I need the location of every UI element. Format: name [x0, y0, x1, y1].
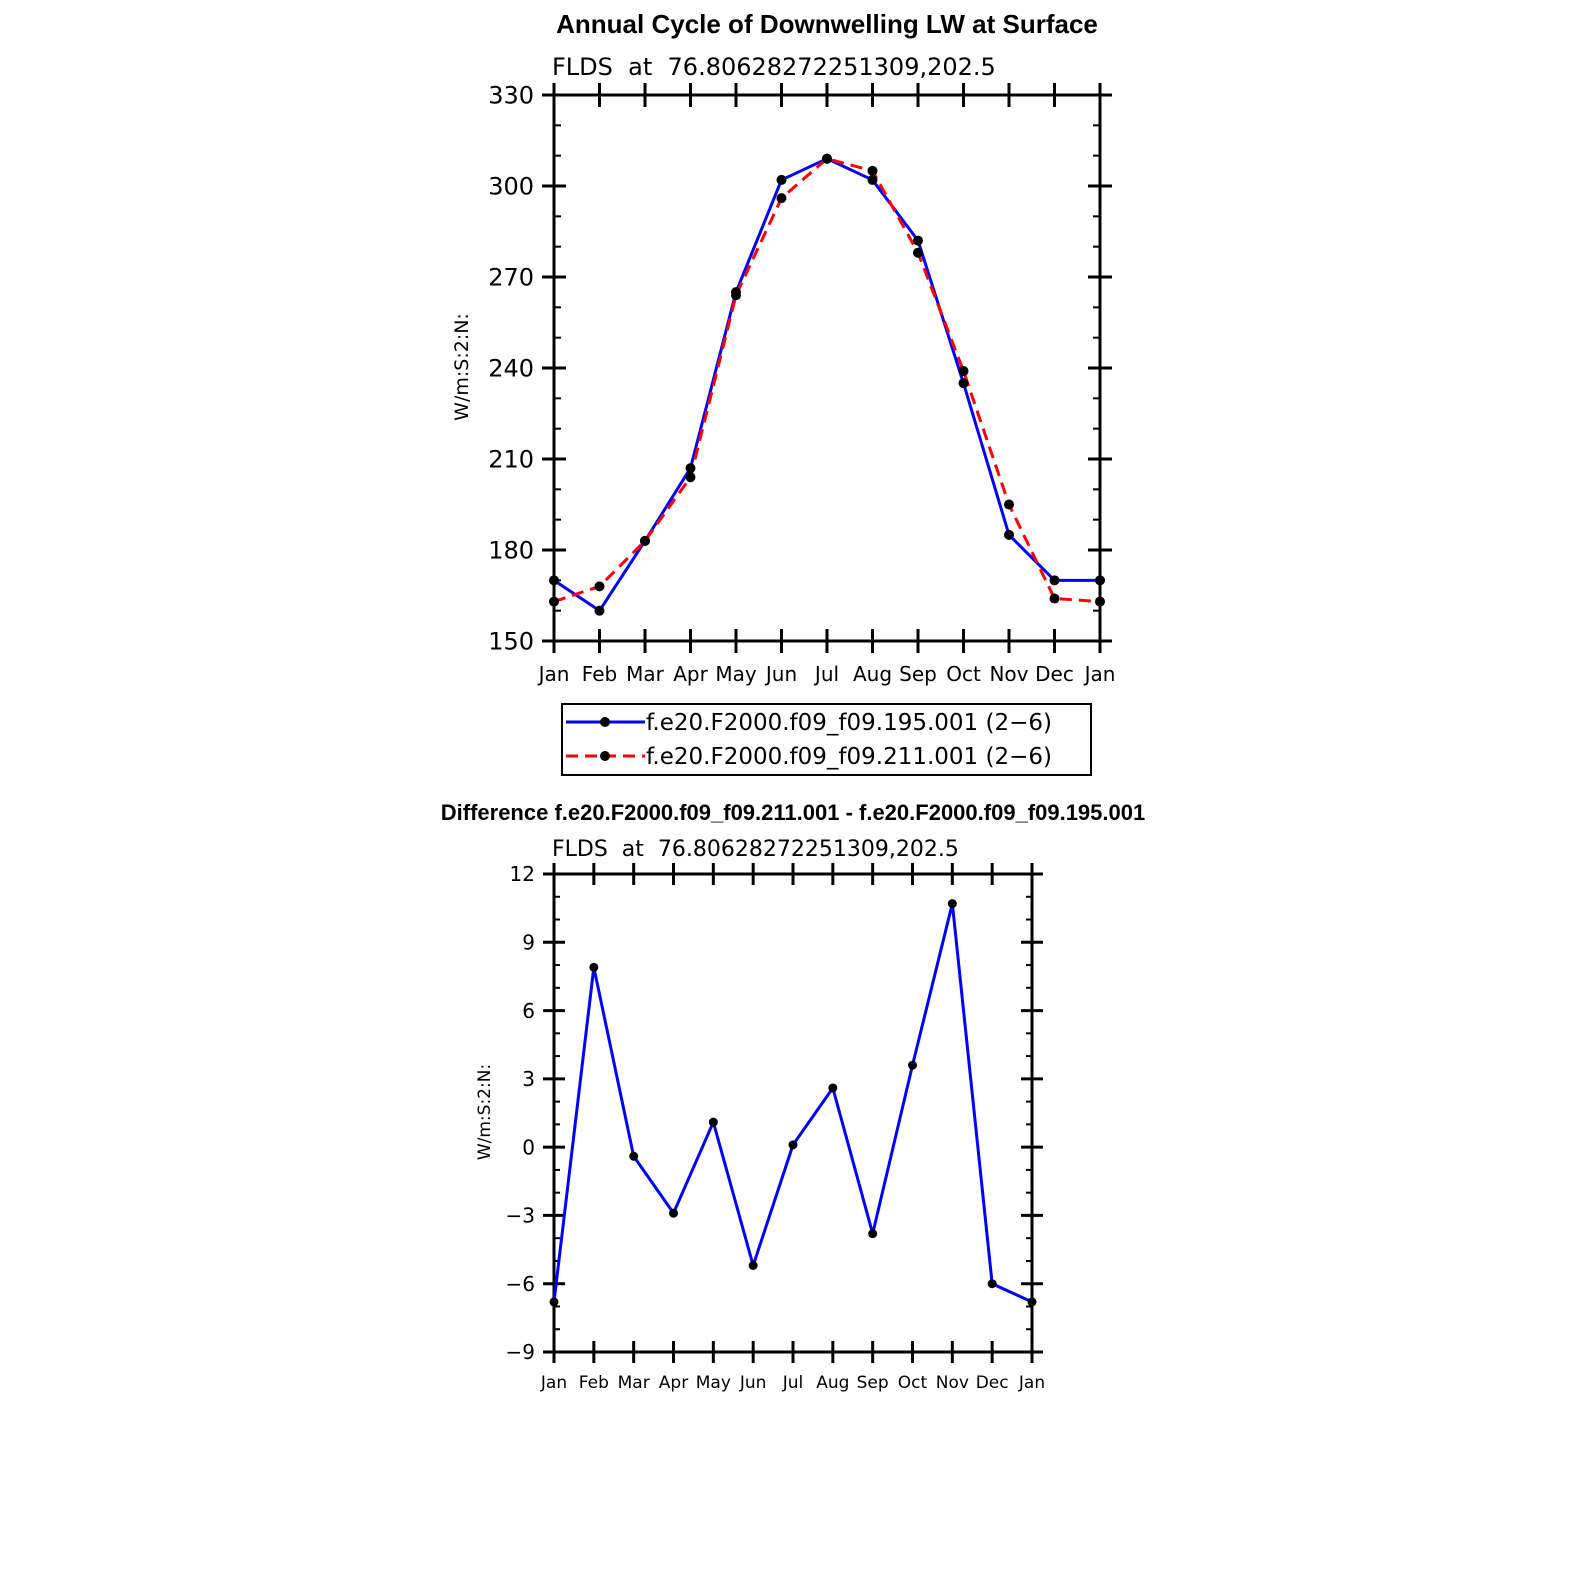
x-tick-label: Mar: [618, 1373, 650, 1393]
y-tick-label: 180: [488, 537, 534, 565]
series-2-point: [549, 596, 559, 607]
series-2-point: [958, 366, 969, 377]
series-line-2: [553, 157, 1101, 604]
y-tick-label: −3: [506, 1204, 535, 1228]
series-1-point: [908, 1060, 917, 1070]
y-tick-label: 3: [522, 1067, 535, 1091]
series-1-point: [1004, 529, 1014, 540]
y-tick-label: −9: [506, 1340, 535, 1364]
series-line-1: [553, 157, 1100, 613]
y-tick-label: 240: [488, 355, 534, 383]
series-1-point: [1049, 575, 1060, 586]
chart2-ylabel: W/m:S:2:N:: [475, 1064, 495, 1160]
x-tick-label: Jun: [764, 662, 797, 686]
x-tick-label: Dec: [1035, 662, 1074, 686]
x-tick-label: Sep: [857, 1373, 889, 1393]
x-tick-label: Jul: [782, 1373, 804, 1393]
series-1-point: [589, 962, 599, 972]
chart1-legend: f.e20.F2000.f09_f09.195.001 (2−6) f.e20.F…: [561, 703, 1092, 776]
chart2-subtitle: FLDS at 76.80628272251309,202.5: [552, 837, 959, 862]
x-tick-label: Jan: [1083, 662, 1116, 686]
series-1-point: [867, 174, 878, 185]
legend-marker-1: [600, 717, 610, 727]
x-tick-label: Nov: [936, 1373, 969, 1393]
x-tick-label: Aug: [853, 662, 892, 686]
series-2-point: [776, 193, 787, 204]
y-tick-label: 0: [522, 1135, 535, 1159]
series-2-point: [640, 535, 650, 546]
series-2-point: [913, 247, 923, 258]
x-tick-label: Aug: [816, 1373, 849, 1393]
legend-label-2: f.e20.F2000.f09_f09.211.001 (2−6): [646, 744, 1052, 770]
x-tick-label: Oct: [946, 662, 981, 686]
series-1-point: [1027, 1297, 1037, 1307]
y-tick-label: 150: [488, 628, 534, 656]
series-1-point: [913, 235, 923, 246]
series-1-point: [788, 1140, 798, 1150]
series-2-point: [867, 165, 878, 176]
x-tick-label: Nov: [989, 662, 1028, 686]
x-tick-label: May: [696, 1373, 731, 1393]
series-1-point: [987, 1279, 997, 1289]
series-2-point: [1004, 499, 1014, 510]
chart1-subtitle: FLDS at 76.80628272251309,202.5: [552, 53, 996, 81]
legend-marker-2: [600, 751, 610, 761]
x-tick-label: Feb: [579, 1373, 609, 1393]
chart1-frame: [552, 93, 1102, 643]
series-1-point: [1095, 575, 1105, 586]
series-1-point: [549, 575, 559, 586]
x-tick-label: Dec: [976, 1373, 1009, 1393]
x-tick-label: Feb: [582, 662, 617, 686]
series-1-point: [868, 1229, 878, 1239]
series-1-point: [669, 1208, 678, 1218]
series-1-point: [549, 1297, 559, 1307]
legend-label-1: f.e20.F2000.f09_f09.195.001 (2−6): [646, 710, 1052, 736]
chart1-title: Annual Cycle of Downwelling LW at Surfac…: [556, 9, 1098, 39]
chart1-ylabel: W/m:S:2:N:: [451, 313, 473, 421]
y-tick-label: 12: [510, 862, 535, 886]
chart1-plot: 150 180 210 240 270 300 330 Jan Feb Mar Apr May Jun J…: [488, 82, 1115, 686]
series-1-point: [594, 605, 605, 616]
y-tick-label: 210: [488, 446, 534, 474]
series-1-point: [708, 1117, 718, 1127]
x-tick-label: Jan: [540, 1373, 567, 1393]
series-1-point: [776, 174, 787, 185]
y-tick-label: 9: [522, 930, 535, 954]
series-2-point: [1095, 596, 1105, 607]
y-tick-label: 270: [488, 264, 534, 292]
x-tick-label: Jun: [739, 1373, 767, 1393]
y-tick-label: 300: [488, 173, 534, 201]
x-tick-label: Oct: [898, 1373, 928, 1393]
series-1-point: [748, 1261, 758, 1271]
x-tick-label: Jan: [537, 662, 570, 686]
x-tick-label: Mar: [626, 662, 665, 686]
chart2-plot: −9 −6 −3 0 3 6 9 12 Jan Feb Mar Apr May Jun Jul Aug Sep O…: [506, 862, 1046, 1393]
series-2-point: [731, 290, 741, 301]
x-tick-label: Jan: [1018, 1373, 1045, 1393]
x-tick-label: Apr: [659, 1373, 688, 1393]
series-2-point: [822, 153, 832, 164]
series-line-1: [552, 902, 1033, 1304]
legend-box: [561, 703, 1092, 776]
series-1-point: [958, 378, 969, 389]
series-2-point: [594, 581, 605, 592]
series-1-point: [685, 463, 696, 474]
series-2-point: [685, 472, 696, 483]
series-1-point: [947, 899, 957, 909]
y-tick-label: 330: [488, 82, 534, 110]
x-tick-label: Jul: [813, 662, 839, 686]
y-tick-label: 6: [522, 999, 535, 1023]
series-2-point: [1049, 593, 1060, 604]
y-tick-label: −6: [506, 1272, 535, 1296]
chart2-title: Difference f.e20.F2000.f09_f09.211.001 -…: [441, 800, 1145, 825]
series-1-point: [629, 1151, 639, 1161]
series-1-point: [828, 1083, 838, 1093]
x-tick-label: Sep: [899, 662, 937, 686]
x-tick-label: May: [715, 662, 757, 686]
x-tick-label: Apr: [673, 662, 708, 686]
